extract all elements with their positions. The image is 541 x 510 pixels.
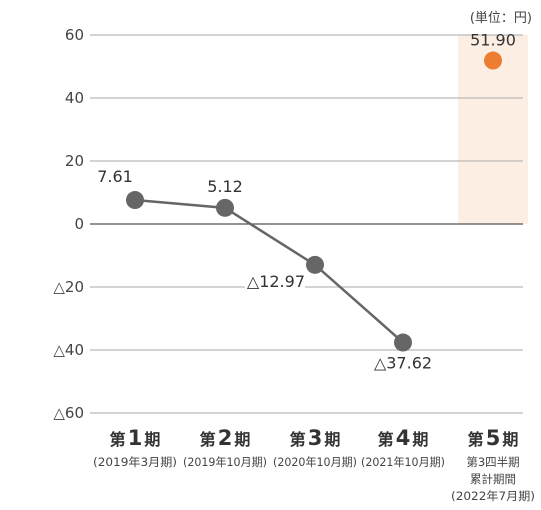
data-label: △12.97 bbox=[247, 272, 305, 291]
unit-note: (単位：円) bbox=[470, 10, 532, 26]
x-category-main: 第1 期 bbox=[110, 426, 161, 450]
y-tick-labels: 60 40 20 0 △20 △40 △60 bbox=[53, 26, 84, 422]
x-category-suffix: 期 bbox=[412, 430, 428, 449]
x-category-prefix: 第 bbox=[110, 430, 126, 449]
x-category-main: 第5 期 bbox=[468, 426, 519, 450]
x-category-prefix: 第 bbox=[200, 430, 216, 449]
x-category-prefix: 第 bbox=[290, 430, 306, 449]
y-tick-label: 40 bbox=[65, 89, 84, 107]
x-category-number: 2 bbox=[218, 426, 233, 450]
x-category-number: 3 bbox=[308, 426, 323, 450]
y-tick-label: △20 bbox=[53, 278, 84, 296]
x-category-sub: (2019年3月期) bbox=[93, 455, 177, 469]
y-tick-label: △40 bbox=[53, 341, 84, 359]
data-label-bg bbox=[373, 352, 433, 374]
y-tick-label: △60 bbox=[53, 404, 84, 422]
x-category-suffix: 期 bbox=[324, 430, 340, 449]
x-category-suffix: 期 bbox=[144, 430, 160, 449]
x-category-prefix: 第 bbox=[378, 430, 394, 449]
data-point bbox=[126, 191, 144, 210]
x-category-number: 1 bbox=[128, 426, 143, 450]
data-point bbox=[394, 333, 412, 352]
x-category-prefix: 第 bbox=[468, 430, 484, 449]
data-point bbox=[216, 198, 234, 217]
x-category-sub: (2019年10月期) bbox=[183, 455, 267, 469]
data-label: △37.62 bbox=[374, 354, 432, 373]
x-category-suffix: 期 bbox=[234, 430, 250, 449]
data-label: 51.90 bbox=[470, 31, 516, 50]
x-category-sub: 累計期間 bbox=[470, 472, 516, 486]
y-tick-label: 20 bbox=[65, 152, 84, 170]
x-category-labels: 第1 期(2019年3月期)第2 期(2019年10月期)第3 期(2020年10月期… bbox=[93, 426, 535, 503]
x-category-number: 5 bbox=[486, 426, 501, 450]
grid-layer bbox=[90, 34, 523, 414]
data-label: 5.12 bbox=[207, 177, 243, 196]
x-category-sub: (2022年7月期) bbox=[451, 489, 535, 503]
x-category-main: 第2 期 bbox=[200, 426, 251, 450]
series-layer: 7.61 5.12 △12.97 △37.62 51.90 bbox=[97, 31, 516, 374]
series-line bbox=[134, 198, 404, 344]
x-category-suffix: 期 bbox=[502, 430, 518, 449]
x-category-main: 第4 期 bbox=[378, 426, 429, 450]
data-point bbox=[306, 255, 324, 274]
data-point bbox=[484, 51, 502, 70]
x-category-number: 4 bbox=[396, 426, 411, 450]
x-category-main: 第3 期 bbox=[290, 426, 341, 450]
y-tick-label: 0 bbox=[74, 215, 84, 233]
data-label: 7.61 bbox=[97, 167, 133, 186]
y-tick-label: 60 bbox=[65, 26, 84, 44]
x-category-sub: 第3四半期 bbox=[466, 455, 519, 469]
x-category-sub: (2020年10月期) bbox=[273, 455, 357, 469]
data-label-bg bbox=[245, 270, 305, 292]
x-category-sub: (2021年10月期) bbox=[361, 455, 445, 469]
